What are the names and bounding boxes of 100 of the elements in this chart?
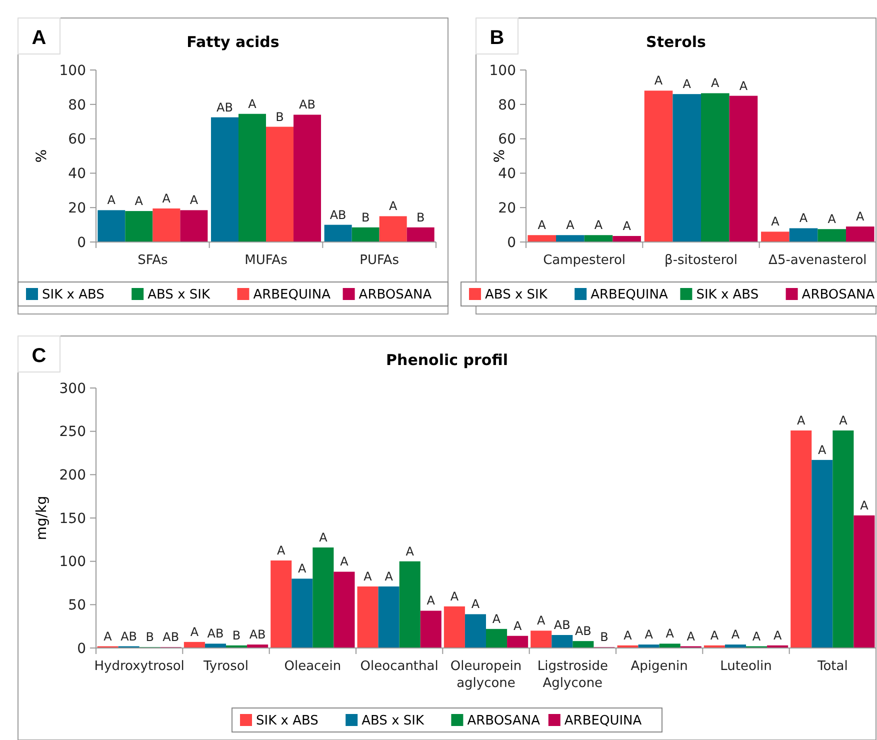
data-label: A [860, 498, 870, 512]
y-tick-label: 80 [68, 97, 86, 114]
y-tick-label: 80 [498, 97, 516, 114]
data-label: AB [330, 208, 346, 222]
data-label: A [731, 628, 740, 642]
y-tick-label: 250 [59, 424, 86, 440]
data-label: A [828, 212, 837, 226]
y-tick-label: 100 [59, 554, 86, 570]
y-tick-label: 20 [498, 200, 516, 216]
text: B [490, 27, 504, 49]
data-label: A [298, 562, 308, 576]
data-label: A [686, 629, 696, 644]
data-label: A [797, 413, 806, 428]
data-label: A [682, 77, 692, 92]
x-tick-label: Oleocanthal [360, 659, 438, 674]
data-label: B [146, 630, 154, 644]
x-tick-label: Tyrosol [202, 659, 248, 674]
data-label: A [537, 614, 546, 628]
x-tick-label: SFAs [138, 253, 168, 268]
data-label: A [190, 193, 199, 208]
legend-label: ABS x SIK [362, 714, 424, 729]
data-label: B [276, 110, 284, 124]
legend-label: ABS x SIK [148, 288, 210, 303]
y-tick-label: 40 [68, 166, 86, 182]
legend-label: ARBEQUINA [564, 714, 642, 729]
data-label: A [340, 554, 350, 569]
data-label: AB [207, 626, 224, 641]
y-tick-label: 200 [59, 468, 86, 484]
data-label: A [384, 569, 394, 584]
data-label: A [624, 628, 633, 642]
data-label: A [277, 543, 286, 558]
data-label: A [190, 624, 200, 639]
y-tick-label: 0 [507, 234, 516, 251]
x-tick-label: PUFAs [360, 253, 400, 268]
legend-label: ARBOSANA [802, 288, 875, 303]
x-tick-label: Luteolin [720, 659, 772, 674]
data-label: B [361, 210, 370, 224]
text: A [32, 27, 46, 49]
x-tick-label: β-sitosterol [664, 253, 738, 268]
x-tick-label: MUFAs [244, 253, 288, 268]
data-label: A [406, 544, 415, 558]
data-label: A [710, 628, 720, 642]
data-label: A [426, 594, 436, 608]
data-label: A [513, 618, 522, 633]
data-label: A [773, 628, 782, 642]
data-label: A [818, 442, 828, 457]
data-label: A [654, 74, 664, 88]
x-tick-label: Oleuropein aglycone [450, 659, 522, 691]
data-label: A [566, 218, 576, 232]
text: C [32, 345, 46, 367]
chart-title: Sterols [646, 33, 706, 51]
x-tick-label: Δ5-avenasterol [768, 253, 867, 268]
y-tick-label: 0 [77, 640, 86, 657]
x-tick-label: Total [816, 659, 848, 674]
data-label: AB [216, 100, 233, 114]
data-label: A [856, 210, 866, 224]
x-tick-label: Ligstroside Aglycone [537, 659, 608, 691]
y-tick-label: 50 [68, 598, 86, 614]
data-label: AB [554, 618, 570, 632]
data-label: AB [120, 629, 138, 644]
data-label: AB [574, 624, 592, 638]
data-label: A [248, 96, 258, 111]
y-tick-label: 100 [489, 62, 516, 79]
data-label: A [492, 612, 502, 626]
data-label: A [839, 413, 848, 428]
data-label: AB [299, 98, 316, 112]
data-label: A [644, 628, 654, 642]
data-label: A [162, 191, 172, 206]
data-label: A [666, 626, 675, 641]
data-label: A [622, 218, 632, 233]
y-axis-title: % [492, 149, 508, 163]
data-label: AB [162, 630, 180, 644]
data-label: B [416, 210, 425, 224]
y-tick-label: 60 [498, 132, 516, 148]
y-axis-title: % [34, 149, 50, 163]
data-label: A [711, 76, 720, 90]
data-label: A [107, 193, 116, 208]
legend-label: ARBOSANA [467, 714, 540, 729]
data-label: A [364, 569, 373, 584]
data-label: A [739, 78, 748, 93]
data-label: A [319, 530, 328, 544]
data-label: A [771, 214, 780, 229]
legend-label: ARBEQUINA [253, 288, 331, 303]
chart-title: Phenolic profil [386, 351, 508, 369]
y-tick-label: 0 [77, 234, 86, 251]
data-label: A [799, 211, 808, 226]
y-tick-label: 20 [68, 200, 86, 216]
x-tick-label: Campesterol [543, 253, 626, 268]
y-tick-label: 150 [59, 510, 86, 527]
data-label: A [104, 629, 113, 644]
x-tick-label: Apigenin [630, 659, 688, 674]
y-tick-label: 40 [498, 166, 516, 182]
legend-label: ABS x SIK [485, 288, 548, 303]
y-tick-label: 300 [59, 380, 86, 397]
data-label: A [538, 218, 547, 232]
y-axis-title: mg/kg [34, 496, 50, 540]
x-tick-label: Hydroxytrosol [94, 659, 184, 674]
data-label: A [471, 597, 480, 612]
chart-title: Fatty acids [186, 33, 280, 51]
data-label: B [600, 630, 608, 644]
